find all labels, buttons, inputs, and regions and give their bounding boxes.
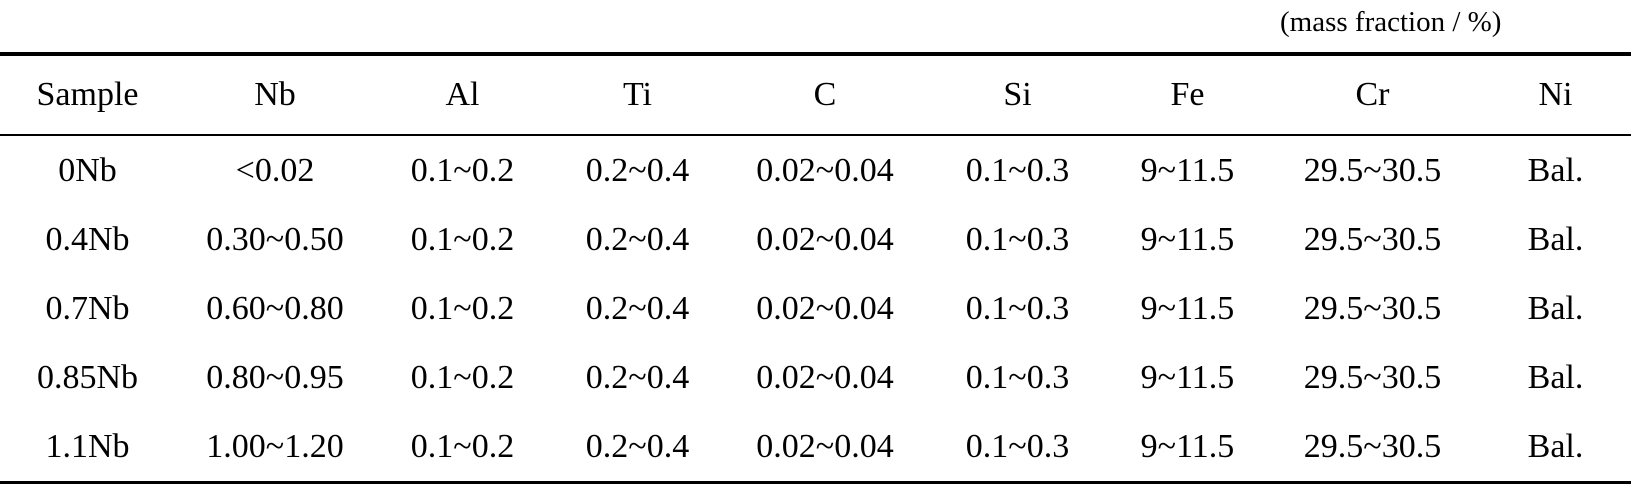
- cell-ti: 0.2~0.4: [585, 289, 690, 327]
- cell-ni: Bal.: [1527, 358, 1584, 396]
- cell-fe: 9~11.5: [1140, 151, 1235, 189]
- cell-si: 0.1~0.3: [965, 358, 1070, 396]
- header-ti: Ti: [622, 76, 653, 113]
- cell-c: 0.02~0.04: [756, 289, 894, 327]
- cell-ni: Bal.: [1527, 151, 1584, 189]
- composition-table: Sample Nb Al Ti C Si Fe Cr Ni 0Nb <0.02 …: [0, 52, 1631, 484]
- header-c: C: [813, 76, 837, 113]
- header-row: Sample Nb Al Ti C Si Fe Cr Ni: [0, 54, 1631, 135]
- header-si: Si: [1003, 76, 1032, 113]
- cell-nb: <0.02: [235, 151, 315, 189]
- table-row: 0.7Nb 0.60~0.80 0.1~0.2 0.2~0.4 0.02~0.0…: [0, 274, 1631, 343]
- cell-ni: Bal.: [1527, 220, 1584, 258]
- table-row: 0.4Nb 0.30~0.50 0.1~0.2 0.2~0.4 0.02~0.0…: [0, 205, 1631, 274]
- cell-al: 0.1~0.2: [410, 220, 515, 258]
- cell-fe: 9~11.5: [1140, 289, 1235, 327]
- cell-sample: 0Nb: [58, 151, 117, 189]
- cell-al: 0.1~0.2: [410, 289, 515, 327]
- cell-ti: 0.2~0.4: [585, 220, 690, 258]
- cell-ti: 0.2~0.4: [585, 151, 690, 189]
- cell-cr: 29.5~30.5: [1303, 220, 1442, 258]
- cell-c: 0.02~0.04: [756, 220, 894, 258]
- table-row: 0.85Nb 0.80~0.95 0.1~0.2 0.2~0.4 0.02~0.…: [0, 343, 1631, 412]
- cell-c: 0.02~0.04: [756, 427, 894, 465]
- header-fe: Fe: [1170, 76, 1205, 113]
- cell-ti: 0.2~0.4: [585, 358, 690, 396]
- table-row: 1.1Nb 1.00~1.20 0.1~0.2 0.2~0.4 0.02~0.0…: [0, 412, 1631, 483]
- cell-nb: 1.00~1.20: [206, 427, 344, 465]
- cell-c: 0.02~0.04: [756, 151, 894, 189]
- cell-sample: 1.1Nb: [45, 427, 130, 465]
- cell-nb: 0.60~0.80: [206, 289, 344, 327]
- cell-si: 0.1~0.3: [965, 151, 1070, 189]
- cell-nb: 0.80~0.95: [206, 358, 344, 396]
- cell-ni: Bal.: [1527, 427, 1584, 465]
- cell-nb: 0.30~0.50: [206, 220, 344, 258]
- header-sample: Sample: [36, 76, 139, 113]
- cell-sample: 0.7Nb: [45, 289, 130, 327]
- header-ni: Ni: [1538, 76, 1573, 113]
- cell-si: 0.1~0.3: [965, 289, 1070, 327]
- cell-cr: 29.5~30.5: [1303, 358, 1442, 396]
- cell-si: 0.1~0.3: [965, 427, 1070, 465]
- cell-cr: 29.5~30.5: [1303, 151, 1442, 189]
- cell-al: 0.1~0.2: [410, 151, 515, 189]
- cell-al: 0.1~0.2: [410, 358, 515, 396]
- cell-al: 0.1~0.2: [410, 427, 515, 465]
- cell-si: 0.1~0.3: [965, 220, 1070, 258]
- cell-ti: 0.2~0.4: [585, 427, 690, 465]
- cell-cr: 29.5~30.5: [1303, 289, 1442, 327]
- cell-ni: Bal.: [1527, 289, 1584, 327]
- cell-c: 0.02~0.04: [756, 358, 894, 396]
- cell-sample: 0.85Nb: [36, 358, 139, 396]
- unit-note: (mass fraction / %): [1280, 6, 1502, 38]
- cell-fe: 9~11.5: [1140, 220, 1235, 258]
- cell-cr: 29.5~30.5: [1303, 427, 1442, 465]
- cell-sample: 0.4Nb: [45, 220, 130, 258]
- header-al: Al: [445, 76, 480, 113]
- header-nb: Nb: [254, 76, 296, 113]
- table-row: 0Nb <0.02 0.1~0.2 0.2~0.4 0.02~0.04 0.1~…: [0, 135, 1631, 205]
- header-cr: Cr: [1355, 76, 1390, 113]
- cell-fe: 9~11.5: [1140, 427, 1235, 465]
- cell-fe: 9~11.5: [1140, 358, 1235, 396]
